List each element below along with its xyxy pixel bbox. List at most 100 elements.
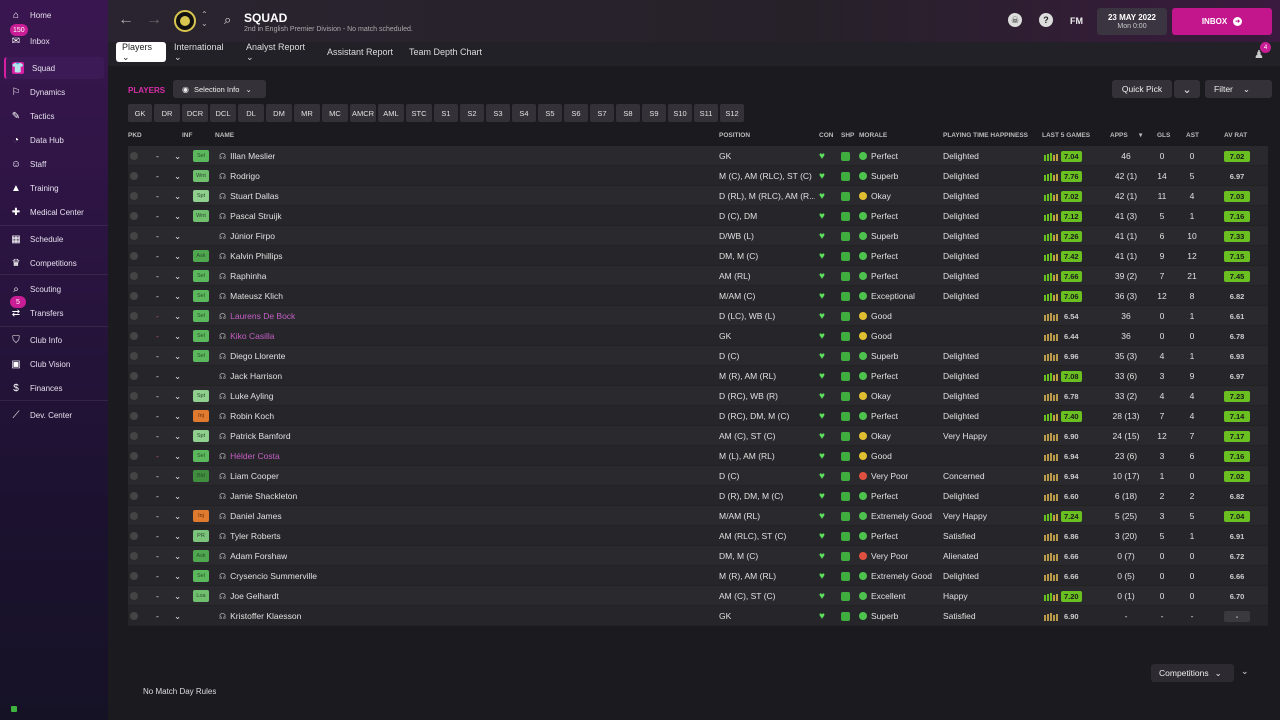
sidebar-item-dynamics[interactable]: ⚐ Dynamics — [4, 81, 104, 103]
pick-checkbox[interactable] — [130, 166, 138, 186]
quick-pick-button[interactable]: Quick Pick — [1112, 80, 1172, 98]
notifications-icon[interactable]: ♟ — [1254, 49, 1264, 61]
pick-checkbox[interactable] — [130, 386, 138, 406]
position-chip-s9[interactable]: S9 — [642, 104, 666, 122]
row-expand-chevron-icon[interactable]: ⌄ — [174, 450, 182, 461]
position-chip-mr[interactable]: MR — [294, 104, 320, 122]
pick-checkbox[interactable] — [130, 486, 138, 506]
pick-checkbox[interactable] — [130, 406, 138, 426]
row-expand-chevron-icon[interactable]: ⌄ — [174, 190, 182, 201]
player-name[interactable]: ☊ Adam Forshaw — [219, 546, 287, 566]
column-header-morale[interactable]: MORALE — [859, 132, 888, 139]
column-header-inf[interactable]: INF — [182, 132, 193, 139]
position-chip-s6[interactable]: S6 — [564, 104, 588, 122]
position-chip-s12[interactable]: S12 — [720, 104, 744, 122]
column-header-position[interactable]: POSITION — [719, 132, 751, 139]
position-chip-s10[interactable]: S10 — [668, 104, 692, 122]
player-name[interactable]: ☊ Robin Koch — [219, 406, 274, 426]
table-row[interactable]: - ⌄ Spt ☊ Stuart Dallas D (RL), M (RLC), AM (… — [128, 186, 1268, 206]
column-header-name[interactable]: NAME — [215, 132, 235, 139]
column-header-pkd[interactable]: PKD — [128, 132, 142, 139]
pick-checkbox[interactable] — [130, 346, 138, 366]
row-expand-chevron-icon[interactable]: ⌄ — [174, 150, 182, 161]
pick-checkbox[interactable] — [130, 466, 138, 486]
skull-icon[interactable]: ☠ — [1008, 13, 1022, 27]
competitions-dropdown[interactable]: Competitions ⌄ — [1151, 664, 1234, 682]
player-name[interactable]: ☊ Jamie Shackleton — [219, 486, 297, 506]
pick-checkbox[interactable] — [130, 526, 138, 546]
position-chip-dl[interactable]: DL — [238, 104, 264, 122]
search-icon[interactable]: ⌕ — [224, 12, 232, 27]
player-name[interactable]: ☊ Kristoffer Klaesson — [219, 606, 301, 626]
pick-checkbox[interactable] — [130, 266, 138, 286]
player-name[interactable]: ☊ Luke Ayling — [219, 386, 273, 406]
filter-button[interactable]: Filter ⌄ — [1205, 80, 1272, 98]
table-row[interactable]: - ⌄ Ask ☊ Kalvin Phillips DM, M (C) ♥ Perfect De… — [128, 246, 1268, 266]
column-header-last5[interactable]: LAST 5 GAMES — [1042, 132, 1091, 139]
selection-info-button[interactable]: ◉ Selection Info ⌄ — [173, 80, 266, 98]
sidebar-item-club-info[interactable]: ⛉ Club Info — [4, 329, 104, 351]
position-chip-gk[interactable]: GK — [128, 104, 152, 122]
row-expand-chevron-icon[interactable]: ⌄ — [174, 310, 182, 321]
table-row[interactable]: - ⌄ Wnt ☊ Rodrigo M (C), AM (RLC), ST (C) ♥ Sup… — [128, 166, 1268, 186]
sidebar-item-scouting[interactable]: ⌕ Scouting — [4, 278, 104, 300]
tab-team-depth-chart[interactable]: Team Depth Chart — [409, 47, 483, 57]
club-switch-chevron-icon[interactable]: ⌃ ⌄ — [201, 10, 208, 28]
position-chip-stc[interactable]: STC — [406, 104, 432, 122]
row-expand-chevron-icon[interactable]: ⌄ — [174, 370, 182, 381]
tab-players[interactable]: Players ⌄ — [116, 42, 166, 62]
row-expand-chevron-icon[interactable]: ⌄ — [174, 330, 182, 341]
table-row[interactable]: - ⌄ ☊ Kristoffer Klaesson GK ♥ Superb Satisfied… — [128, 606, 1268, 626]
position-chip-s2[interactable]: S2 — [460, 104, 484, 122]
pick-checkbox[interactable] — [130, 506, 138, 526]
sidebar-item-home[interactable]: ⌂ Home — [4, 4, 104, 26]
date-box[interactable]: 23 MAY 2022 Mon 0:00 — [1097, 8, 1167, 35]
table-row[interactable]: - ⌄ Sel ☊ Laurens De Bock D (LC), WB (L) ♥ Good… — [128, 306, 1268, 326]
table-row[interactable]: - ⌄ Loa ☊ Joe Gelhardt AM (C), ST (C) ♥ Excelle… — [128, 586, 1268, 606]
position-chip-dcr[interactable]: DCR — [182, 104, 208, 122]
back-arrow-icon[interactable]: ← — [118, 11, 134, 28]
row-expand-chevron-icon[interactable]: ⌄ — [174, 550, 182, 561]
table-row[interactable]: - ⌄ Sel ☊ Mateusz Klich M/AM (C) ♥ Exceptional D… — [128, 286, 1268, 306]
table-row[interactable]: - ⌄ Inj ☊ Robin Koch D (RC), DM, M (C) ♥ Perfec… — [128, 406, 1268, 426]
table-row[interactable]: - ⌄ Wnt ☊ Pascal Struijk D (C), DM ♥ Perfect Del… — [128, 206, 1268, 226]
row-expand-chevron-icon[interactable]: ⌄ — [174, 430, 182, 441]
player-name[interactable]: ☊ Stuart Dallas — [219, 186, 279, 206]
row-expand-chevron-icon[interactable]: ⌄ — [174, 410, 182, 421]
pick-checkbox[interactable] — [130, 566, 138, 586]
sidebar-item-dev-center[interactable]: ⟋ Dev. Center — [4, 404, 104, 426]
position-chip-s3[interactable]: S3 — [486, 104, 510, 122]
row-expand-chevron-icon[interactable]: ⌄ — [174, 610, 182, 621]
row-expand-chevron-icon[interactable]: ⌄ — [174, 230, 182, 241]
sidebar-item-schedule[interactable]: ▦ Schedule — [4, 228, 104, 250]
column-header-gls[interactable]: GLS — [1157, 132, 1171, 139]
fm-logo[interactable]: FM — [1070, 16, 1083, 26]
table-row[interactable]: - ⌄ PR ☊ Tyler Roberts AM (RLC), ST (C) ♥ Perfe… — [128, 526, 1268, 546]
position-chip-aml[interactable]: AML — [378, 104, 404, 122]
row-expand-chevron-icon[interactable]: ⌄ — [174, 170, 182, 181]
player-name[interactable]: ☊ Pascal Struijk — [219, 206, 282, 226]
table-row[interactable]: - ⌄ Bld ☊ Liam Cooper D (C) ♥ Very Poor Concerne… — [128, 466, 1268, 486]
position-chip-dcl[interactable]: DCL — [210, 104, 236, 122]
pick-checkbox[interactable] — [130, 546, 138, 566]
sidebar-item-training[interactable]: ▲ Training — [4, 177, 104, 199]
club-crest-icon[interactable] — [174, 10, 196, 32]
sidebar-item-data-hub[interactable]: ◔ Data Hub — [4, 129, 104, 151]
table-row[interactable]: - ⌄ Spt ☊ Patrick Bamford AM (C), ST (C) ♥ Okay… — [128, 426, 1268, 446]
help-icon[interactable]: ? — [1039, 13, 1053, 27]
sidebar-item-inbox[interactable]: ✉ Inbox 150 — [4, 24, 104, 52]
position-chip-s11[interactable]: S11 — [694, 104, 718, 122]
sidebar-item-tactics[interactable]: ✎ Tactics — [4, 105, 104, 127]
column-header-happiness[interactable]: PLAYING TIME HAPPINESS — [943, 132, 1028, 139]
player-name[interactable]: ☊ Raphinha — [219, 266, 267, 286]
table-row[interactable]: - ⌄ Sel ☊ Kiko Casilla GK ♥ Good 6.44 36 0 0 6.78 — [128, 326, 1268, 346]
row-expand-chevron-icon[interactable]: ⌄ — [174, 530, 182, 541]
position-chip-amcr[interactable]: AMCR — [350, 104, 376, 122]
position-chip-s4[interactable]: S4 — [512, 104, 536, 122]
column-header-shp[interactable]: SHP — [841, 132, 855, 139]
table-row[interactable]: - ⌄ Sel ☊ Raphinha AM (RL) ♥ Perfect Delighted 7.… — [128, 266, 1268, 286]
sidebar-item-competitions[interactable]: ♛ Competitions — [4, 252, 104, 274]
player-name[interactable]: ☊ Kalvin Phillips — [219, 246, 283, 266]
position-chip-dm[interactable]: DM — [266, 104, 292, 122]
column-header-apps[interactable]: APPS — [1110, 132, 1128, 139]
